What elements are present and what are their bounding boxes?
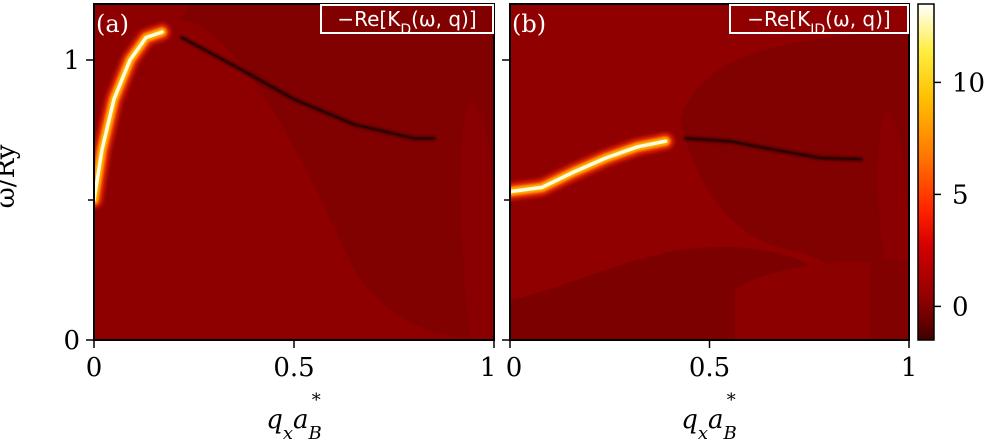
panel-label-a: (a) (96, 10, 129, 38)
x-tick-label-a-1: 0.5 (273, 353, 314, 383)
ridge-core-a-0 (94, 30, 164, 202)
title-box-b: −Re[KID(ω, q)] (729, 4, 909, 38)
x-tick-label-b-0: 0 (506, 353, 523, 383)
heatmap-a (94, 4, 494, 340)
ticks-a: 0 0.5 1 0 1 (63, 46, 496, 383)
heatmap-b (510, 4, 909, 340)
colorbar-tick-label-1: 5 (952, 180, 969, 210)
region-b-right-band (877, 110, 909, 260)
y-tick-label-0: 0 (63, 326, 80, 356)
colorbar: 10 5 0 (917, 3, 985, 341)
x-tick-label-a-0: 0 (86, 353, 103, 383)
x-tick-label-a-2: 1 (480, 353, 497, 383)
x-tick-label-b-1: 0.5 (689, 353, 730, 383)
x-axis-label-a: qxaB* (266, 390, 322, 442)
y-tick-label-1: 1 (63, 46, 80, 76)
y-axis-label: ω/Ry* (0, 136, 21, 209)
panel-b: (b) −Re[KID(ω, q)] 0 0.5 1 (502, 3, 918, 383)
ridge-core-b-0 (510, 139, 668, 194)
dark-core-a-1 (181, 36, 435, 140)
colorbar-tick-label-2: 0 (952, 292, 969, 322)
features-b (510, 133, 864, 200)
colorbar-gradient (918, 4, 934, 340)
ticks-b: 0 0.5 1 (502, 59, 918, 383)
region-a-dark-wedge (180, 4, 494, 340)
x-tick-label-b-2: 1 (901, 353, 918, 383)
colorbar-frame (917, 3, 935, 341)
region-a-right-band (460, 100, 494, 340)
panel-label-b: (b) (512, 10, 546, 38)
colorbar-ticks: 10 5 0 (934, 68, 985, 322)
panel-a: (a) −Re[KD(ω, q)] 0 0.5 101 (63, 3, 496, 383)
colorbar-tick-label-0: 10 (952, 68, 985, 98)
region-b-bottom-right (735, 261, 870, 340)
features-a (94, 24, 436, 208)
dark-core-b-1 (684, 137, 862, 161)
x-axis-label-b: qxaB* (681, 390, 737, 442)
